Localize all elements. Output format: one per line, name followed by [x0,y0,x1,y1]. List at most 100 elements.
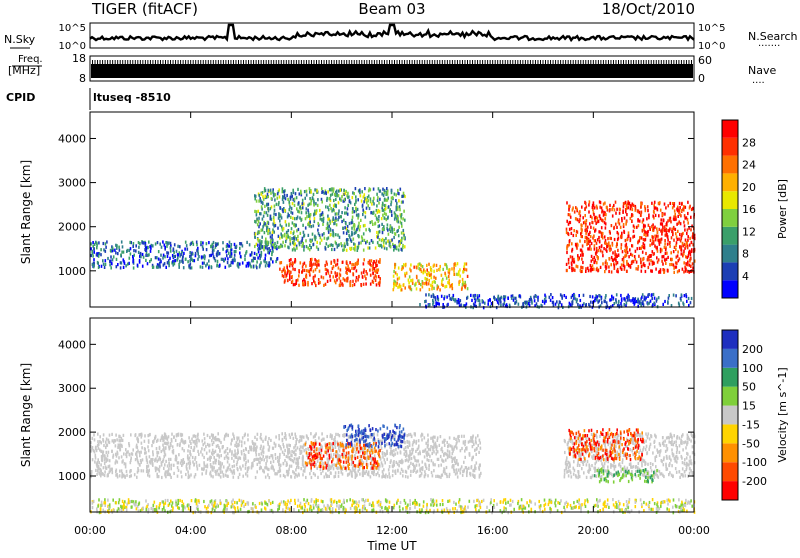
echo-cell [552,301,554,304]
echo-cell [408,281,410,284]
echo-cell [382,231,384,234]
echo-cell [659,228,661,231]
echo-cell [267,221,269,224]
echo-cell [307,209,309,212]
echo-cell [120,266,122,269]
echo-cell [381,447,383,450]
echo-cell [647,209,649,212]
echo-cell [673,434,675,437]
echo-cell [654,206,656,209]
echo-cell [398,199,400,202]
echo-cell [202,439,204,442]
echo-cell [615,298,617,301]
echo-cell [581,228,583,231]
echo-cell [658,271,660,274]
echo-cell [577,244,579,247]
echo-cell [566,231,568,234]
echo-cell [294,242,296,245]
echo-cell [145,259,147,262]
echo-cell [394,211,396,214]
echo-cell [652,236,654,239]
echo-cell [125,465,127,468]
echo-cell [121,240,123,243]
echo-cell [632,254,634,257]
echo-cell [460,449,462,452]
echo-cell [240,255,242,258]
echo-cell [589,200,591,203]
echo-cell [663,444,665,447]
echo-cell [425,293,427,296]
echo-cell [103,242,105,245]
echo-cell [362,204,364,207]
echo-cell [454,273,456,276]
echo-cell [182,261,184,264]
echo-cell [150,258,152,261]
echo-cell [157,454,159,457]
echo-cell [686,232,688,235]
echo-cell [93,247,95,250]
echo-cell [575,243,577,246]
echo-cell [579,218,581,221]
echo-cell [462,270,464,273]
echo-cell [344,279,346,282]
echo-cell [263,248,265,251]
echo-cell [267,251,269,254]
echo-cell [691,250,693,253]
echo-cell [388,472,390,475]
echo-cell [431,295,433,298]
echo-cell [577,476,579,479]
echo-cell [375,214,377,217]
echo-cell [307,437,309,440]
echo-cell [456,461,458,464]
echo-cell [100,253,102,256]
echo-cell [256,217,258,220]
echo-cell [269,249,271,252]
echo-cell [617,231,619,234]
echo-cell [311,258,313,261]
echo-cell [454,262,456,265]
echo-cell [656,256,658,259]
echo-cell [378,275,380,278]
echo-cell [401,225,403,228]
echo-cell [363,200,365,203]
echo-cell [667,239,669,242]
echo-cell [233,437,235,440]
echo-cell [333,463,335,466]
echo-cell [313,203,315,206]
echo-cell [433,270,435,273]
echo-cell [679,213,681,216]
echo-cell [101,455,103,458]
echo-cell [253,442,255,445]
echo-cell [662,263,664,266]
echo-cell [643,233,645,236]
echo-cell [244,258,246,261]
echo-cell [294,248,296,251]
echo-cell [168,252,170,255]
echo-cell [175,259,177,262]
echo-cell [424,277,426,280]
echo-cell [631,213,633,216]
echo-cell [651,270,653,273]
echo-cell [202,262,204,265]
echo-cell [208,259,210,262]
echo-cell [408,279,410,282]
echo-cell [399,283,401,286]
echo-cell [433,264,435,267]
echo-cell [408,440,410,443]
echo-cell [203,433,205,436]
echo-cell [370,221,372,224]
echo-cell [325,283,327,286]
echo-cell [109,263,111,266]
echo-cell [104,266,106,269]
echo-cell [281,261,283,264]
echo-cell [603,203,605,206]
echo-cell [314,274,316,277]
echo-cell [247,438,249,441]
echo-cell [261,245,263,248]
echo-cell [379,198,381,201]
echo-cell [612,251,614,254]
echo-cell [493,296,495,299]
echo-cell [183,266,185,269]
echo-cell [163,467,165,470]
echo-cell [122,245,124,248]
